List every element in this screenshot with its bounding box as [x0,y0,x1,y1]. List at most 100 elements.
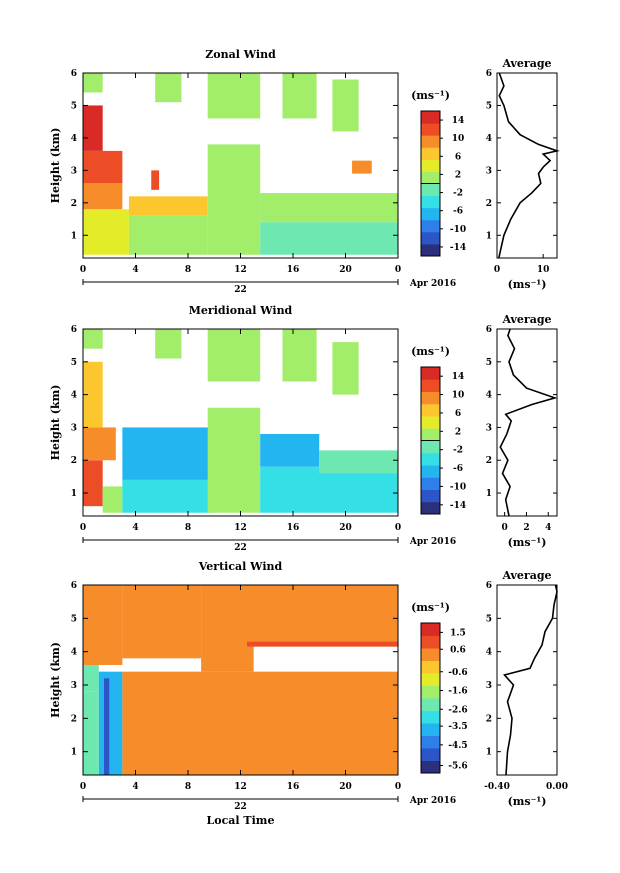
heatmap-cell [319,450,398,474]
colorbar-tick-label: -14 [450,243,466,253]
heatmap-cell [155,329,182,359]
colorbar-swatch [421,660,440,674]
average-x-tick-label: 2 [523,523,529,533]
heatmap-cell [155,73,182,103]
colorbar-swatch [421,673,440,686]
colorbar-tick-label: 10 [452,391,465,401]
date-label: 22 [234,543,247,553]
y-tick-label: 5 [71,358,77,368]
colorbar-tick-label: 14 [452,116,465,126]
x-tick-label: 0 [395,265,401,275]
y-tick-label: 4 [71,648,77,658]
heatmap-cell [122,427,215,480]
y-tick-label: 1 [71,489,77,499]
heatmap-cell [83,691,99,775]
heatmap-cell [83,665,99,692]
colorbar-swatch [421,243,440,257]
date-label: 22 [234,285,247,295]
average-y-tick-label: 2 [486,456,492,466]
x-tick-label: 16 [287,265,300,275]
colorbar-swatch [421,111,440,124]
colorbar-tick-label: 6 [455,409,461,419]
colorbar-swatch [421,207,440,221]
average-x-tick-label: -0.40 [484,782,510,792]
colorbar-swatch [421,135,440,148]
month-label: Apr 2016 [409,279,456,289]
y-tick-label: 1 [71,748,77,758]
colorbar-tick-label: -0.6 [448,668,467,678]
colorbar-swatch [421,183,440,197]
heatmap-cells [83,73,398,255]
x-tick-label: 8 [185,782,191,792]
colorbar-swatch [421,416,440,429]
heatmap-cell [207,329,261,382]
y-tick-label: 2 [71,456,77,466]
colorbar-swatch [421,452,440,466]
average-profile-line [499,328,558,517]
average-y-tick-label: 1 [486,231,492,241]
heatmap-cell [83,585,123,665]
colorbar-swatch [421,428,440,441]
heatmap-cell [83,460,103,507]
y-tick-label: 6 [71,581,77,591]
average-x-tick-label: 10 [537,265,550,275]
colorbar-swatch [421,723,440,736]
colorbar-swatch [421,440,440,454]
heatmap-cell [102,486,123,513]
colorbar-tick-label: -6 [453,207,463,217]
average-y-tick-label: 2 [486,199,492,209]
heatmap-cell [352,160,372,174]
average-frame [496,328,558,517]
average-title: Average [501,313,551,326]
average-frame [496,584,558,776]
average-y-tick-label: 5 [486,358,492,368]
average-y-tick-label: 3 [486,166,492,176]
heatmap-cell [98,671,123,775]
heatmap-cell [282,329,317,382]
colorbar-tick-label: -2.6 [448,705,467,715]
heatmap-cell [83,73,103,93]
average-title: Average [501,57,551,70]
colorbar-swatch [421,123,440,136]
average-x-label: (ms⁻¹) [508,795,547,808]
heatmap-cell [332,342,359,395]
heatmap-cell [260,433,320,467]
colorbar-swatch [421,195,440,209]
average-x-label: (ms⁻¹) [508,536,547,549]
x-tick-label: 16 [287,782,300,792]
colorbar-swatch [421,367,440,380]
month-label: Apr 2016 [409,537,456,547]
x-tick-label: 20 [339,782,352,792]
x-tick-label: 4 [132,523,138,533]
heatmap-cell [83,183,123,210]
average-y-tick-label: 5 [486,101,492,111]
colorbar-swatch [421,635,440,649]
heatmap-cell [122,671,398,775]
colorbar-tick-label: -5.6 [448,762,467,772]
colorbar-frame [420,622,441,774]
date-label: 22 [234,802,247,812]
colorbar-swatch [421,465,440,478]
average-x-label: (ms⁻¹) [508,278,547,291]
colorbar-swatch [421,231,440,245]
heatmap-cells [83,585,398,775]
colorbar-tick-label: 6 [455,152,461,162]
x-tick-label: 4 [132,265,138,275]
average-profile-line [498,72,560,259]
colorbar-swatch [421,623,440,636]
heatmap-cell [247,641,398,647]
colorbar-swatch [421,648,440,661]
x-tick-label: 12 [234,265,247,275]
heatmap-cell [282,73,317,119]
average-y-tick-label: 1 [486,489,492,499]
heatmap-cell [104,678,110,775]
x-tick-label: 0 [80,265,86,275]
colorbar-unit: (ms⁻¹) [411,601,450,614]
y-tick-label: 6 [71,325,77,335]
heatmap-cell [128,215,208,255]
colorbar-unit: (ms⁻¹) [411,89,450,102]
average-y-tick-label: 6 [486,325,492,335]
average-x-tick-label: 0.00 [546,782,568,792]
y-axis-label: Height (km) [49,128,62,204]
